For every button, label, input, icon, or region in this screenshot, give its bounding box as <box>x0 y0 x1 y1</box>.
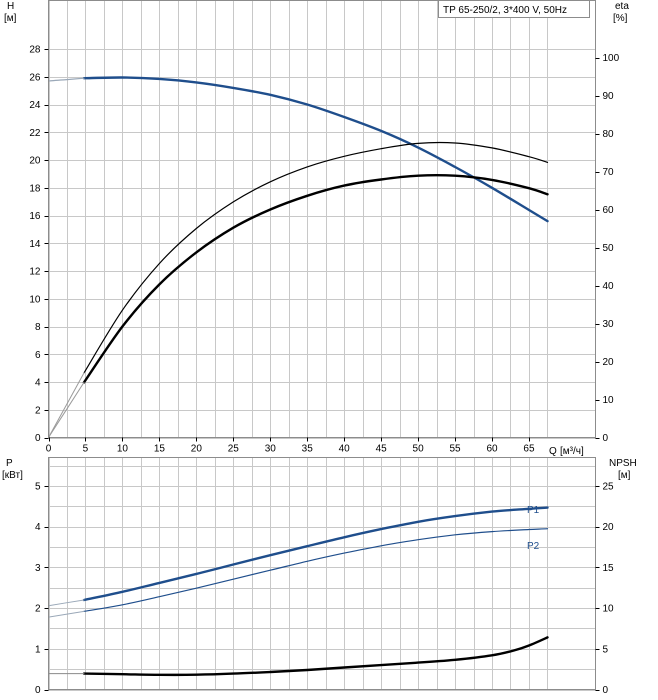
bottom-y2tick-label: 25 <box>603 481 615 492</box>
top-ytick-label: 6 <box>35 350 41 361</box>
curve-P2-ext <box>48 610 85 618</box>
top-y2tick-label: 100 <box>603 53 620 64</box>
bottom-y2tick-label: 5 <box>603 644 609 655</box>
xtick-label: 30 <box>265 444 277 455</box>
top-ytick-label: 0 <box>35 433 41 444</box>
xtick-label: 10 <box>117 444 129 455</box>
x-axis-unit-Q: [м³/ч] <box>560 446 584 457</box>
curve-eta-thin <box>83 141 549 374</box>
top-ytick-label: 16 <box>29 211 41 222</box>
top-ytick-label: 20 <box>29 156 41 167</box>
bottom-ytick-label: 3 <box>35 563 41 574</box>
chart-title-box <box>438 0 590 18</box>
top-y2tick-label: 40 <box>603 281 615 292</box>
top-y2tick-label: 90 <box>603 91 615 102</box>
top-grid <box>48 0 596 439</box>
bottom-y2tick-label: 15 <box>603 563 615 574</box>
y2-axis-label-npsh: NPSH <box>609 458 637 469</box>
top-ytick-label: 22 <box>29 128 41 139</box>
top-y2tick-label: 20 <box>603 357 615 368</box>
top-ytick-label: 8 <box>35 322 41 333</box>
top-ytick-label: 26 <box>29 72 41 83</box>
top-ytick-label: 24 <box>29 100 41 111</box>
xtick-label: 20 <box>191 444 203 455</box>
series-label-P1: P1 <box>527 505 540 516</box>
bottom-y2tick-label: 10 <box>603 604 615 615</box>
bottom-plot-frame <box>48 457 596 690</box>
x-axis-label-Q: Q <box>549 446 557 457</box>
top-ytick-label: 10 <box>29 294 41 305</box>
curve-P2 <box>83 528 549 612</box>
series-label-P2: P2 <box>527 541 540 552</box>
top-curves <box>47 76 549 438</box>
y-axis-label-H: H <box>7 1 14 12</box>
xtick-label: 0 <box>46 444 52 455</box>
top-ytick-label: 4 <box>35 378 41 389</box>
y-axis-label-P: P <box>6 458 13 469</box>
xtick-label: 35 <box>302 444 314 455</box>
top-plot-frame <box>48 0 596 438</box>
y2-axis-unit-eta: [%] <box>613 13 628 24</box>
xtick-label: 55 <box>449 444 461 455</box>
top-y2tick-label: 10 <box>603 395 615 406</box>
y-axis-unit-H: [м] <box>4 13 17 24</box>
y2-axis-unit-npsh: [м] <box>618 470 631 481</box>
top-ytick-label: 12 <box>29 267 41 278</box>
top-y2tick-label: 0 <box>603 433 609 444</box>
curve-NPSH <box>82 636 549 677</box>
top-axes: 0246810121416182022242628010203040506070… <box>29 45 619 455</box>
bottom-axes: 0 1 2 3 4 5 0 5 10 15 20 25 <box>35 481 614 696</box>
top-y2tick-label: 60 <box>603 205 615 216</box>
y-axis-unit-P: [кВт] <box>2 470 23 481</box>
curve-H-ext <box>47 77 85 82</box>
curve-eta <box>82 173 549 384</box>
top-y2tick-label: 80 <box>603 129 615 140</box>
xtick-label: 45 <box>376 444 388 455</box>
y2-axis-label-eta: eta <box>615 1 629 12</box>
top-y2tick-label: 50 <box>603 243 615 254</box>
bottom-y2tick-label: 20 <box>603 522 615 533</box>
top-ytick-label: 14 <box>29 239 41 250</box>
chart-title: TP 65-250/2, 3*400 V, 50Hz <box>443 5 567 16</box>
xtick-label: 25 <box>228 444 240 455</box>
bottom-ytick-label: 5 <box>35 481 41 492</box>
xtick-label: 40 <box>339 444 351 455</box>
curve-H <box>82 76 549 223</box>
curve-P1 <box>82 506 549 602</box>
top-y2tick-label: 30 <box>603 319 615 330</box>
xtick-label: 65 <box>523 444 535 455</box>
bottom-ytick-label: 0 <box>35 685 41 696</box>
bottom-y2tick-label: 0 <box>603 685 609 696</box>
bottom-ytick-label: 4 <box>35 522 41 533</box>
top-y2tick-label: 70 <box>603 167 615 178</box>
bottom-ytick-label: 1 <box>35 644 41 655</box>
xtick-label: 5 <box>83 444 89 455</box>
curve-eta-ext <box>48 381 85 438</box>
bottom-grid <box>48 457 596 691</box>
top-ytick-label: 18 <box>29 183 41 194</box>
xtick-label: 15 <box>154 444 166 455</box>
xtick-label: 60 <box>486 444 498 455</box>
curve-P1-ext <box>48 599 85 607</box>
bottom-ytick-label: 2 <box>35 604 41 615</box>
top-ytick-label: 2 <box>35 405 41 416</box>
xtick-label: 50 <box>413 444 425 455</box>
bottom-curves <box>48 506 549 677</box>
top-ytick-label: 28 <box>29 45 41 56</box>
